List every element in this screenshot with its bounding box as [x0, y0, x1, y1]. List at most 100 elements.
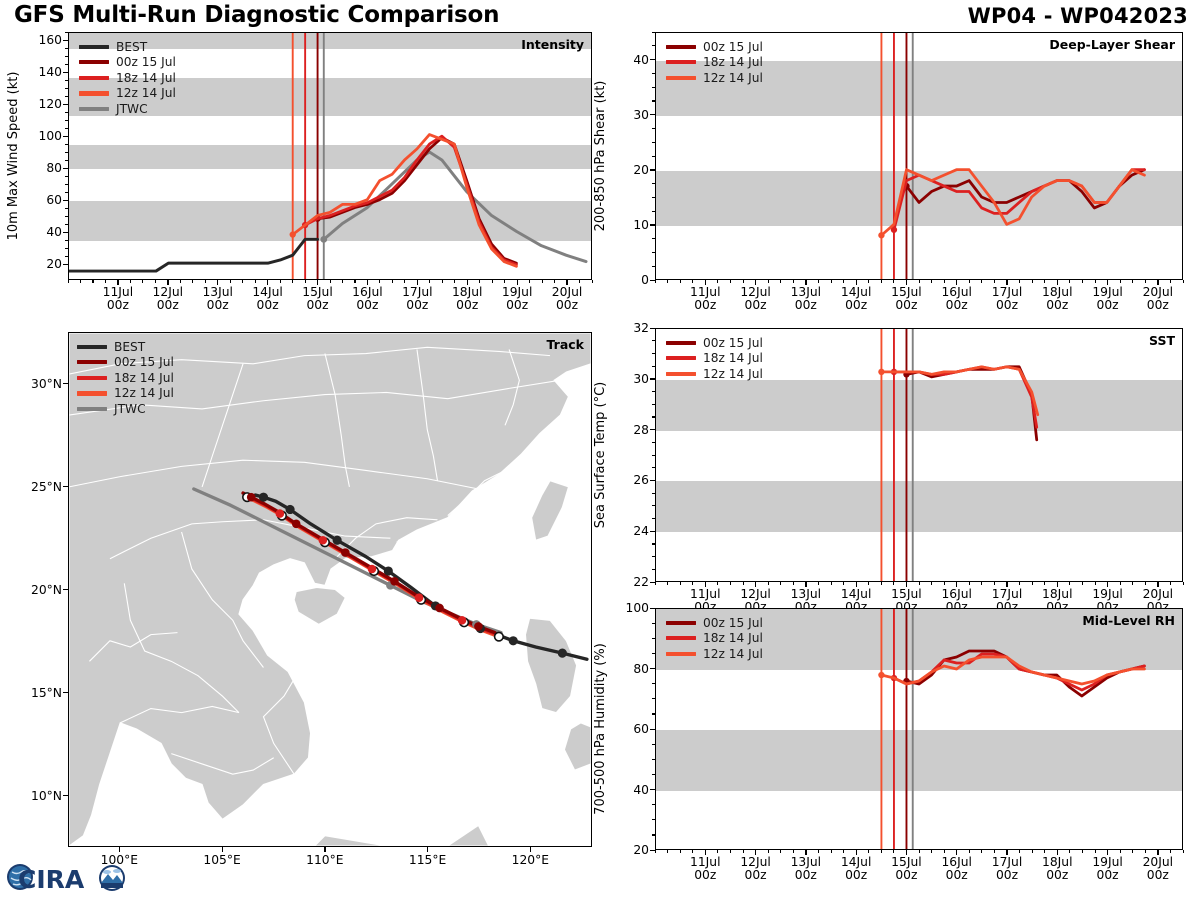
xtick-minor	[893, 582, 895, 585]
legend-item-00z-15-jul[interactable]: 00z 15 Jul	[77, 355, 174, 371]
xtick-minor	[1169, 582, 1172, 585]
legend-item-18z-14-jul[interactable]: 18z 14 Jul	[666, 55, 763, 71]
admin-border	[416, 349, 439, 481]
xtick-date: 15Jul	[891, 285, 922, 299]
legend-label: 12z 14 Jul	[116, 86, 176, 101]
xtick-minor	[391, 280, 393, 283]
rh-ytick: 20	[633, 843, 649, 857]
xtick-date: 16Jul	[352, 285, 383, 299]
track-legend: BEST 00z 15 Jul 18z 14 Jul 12z 14 Jul JTWC	[77, 339, 174, 417]
series-12z-14-jul	[880, 655, 1146, 686]
xtick-minor	[1044, 850, 1046, 853]
track-xtick: 100°E	[100, 853, 139, 867]
legend-item-00z-15-jul[interactable]: 00z 15 Jul	[666, 335, 763, 351]
xtick-minor	[742, 582, 744, 585]
legend-item-18z-14-jul[interactable]: 18z 14 Jul	[666, 351, 763, 367]
track-ytick: 15°N	[31, 685, 62, 700]
intensity-plot	[69, 33, 588, 279]
xtick-date: 18Jul	[1042, 855, 1073, 869]
xtick-minor	[1069, 582, 1071, 585]
xtick-minor	[968, 582, 970, 585]
legend-item-12z-14-jul[interactable]: 12z 14 Jul	[666, 70, 763, 86]
track-map	[69, 333, 591, 846]
ytick-minor	[65, 167, 68, 169]
track-panel[interactable]: Track BEST 00z 15 Jul 18z 14 Jul 12z 14 Jul J…	[68, 332, 592, 847]
admin-border	[447, 469, 506, 516]
xtick-minor	[968, 280, 970, 283]
xtick-minor	[354, 280, 356, 283]
legend-item-18z-14-jul[interactable]: 18z 14 Jul	[77, 370, 174, 386]
track-marker	[332, 535, 342, 545]
xtick-mark	[427, 847, 429, 852]
xtick-minor	[566, 280, 568, 283]
xtick-hour: 00z	[945, 298, 968, 313]
xtick-minor	[554, 280, 556, 283]
xtick-mark	[529, 847, 532, 852]
xtick-hour: 00z	[1146, 298, 1169, 313]
legend-item-12z-14-jul[interactable]: 12z 14 Jul	[77, 386, 174, 402]
xtick-minor	[1006, 850, 1008, 853]
xtick-date: 17Jul	[991, 855, 1023, 869]
xtick-minor	[667, 280, 669, 283]
xtick-minor	[1044, 280, 1046, 283]
xtick-minor	[1182, 850, 1184, 853]
legend-label: 18z 14 Jul	[703, 351, 763, 366]
xtick-minor	[792, 280, 794, 283]
ytick-minor	[652, 568, 655, 570]
ytick-minor	[65, 183, 68, 185]
legend-label: 00z 15 Jul	[116, 55, 176, 70]
ytick-minor	[652, 100, 655, 102]
xtick-date: 15Jul	[891, 587, 922, 601]
legend-item-jtwc[interactable]: JTWC	[77, 401, 174, 417]
legend-item-12z-14-jul[interactable]: 12z 14 Jul	[666, 646, 763, 662]
xtick-minor	[729, 582, 732, 585]
legend-item-00z-15-jul[interactable]: 00z 15 Jul	[79, 55, 176, 71]
shear-xtick: 14Jul 00z	[824, 285, 888, 313]
legend-item-18z-14-jul[interactable]: 18z 14 Jul	[79, 70, 176, 86]
ytick-minor	[65, 215, 68, 217]
xtick-minor	[329, 280, 331, 283]
xtick-minor	[217, 280, 219, 283]
series-jtwc	[322, 150, 588, 264]
xtick-minor	[767, 280, 769, 283]
track-marker	[318, 535, 328, 545]
xtick-minor	[868, 850, 870, 853]
ytick-minor	[65, 143, 68, 145]
legend-swatch	[79, 75, 109, 81]
xtick-minor	[491, 280, 493, 283]
legend-swatch	[79, 107, 109, 112]
legend-item-00z-15-jul[interactable]: 00z 15 Jul	[666, 615, 763, 631]
ytick-minor	[65, 111, 68, 113]
sst-ylabel: Sea Surface Temp (°C)	[593, 381, 608, 529]
ytick-mark	[63, 383, 68, 385]
track-marker	[414, 593, 424, 602]
series-12z-14-jul	[880, 365, 1040, 417]
xtick-minor	[767, 850, 769, 853]
legend-item-18z-14-jul[interactable]: 18z 14 Jul	[666, 631, 763, 647]
xtick-mark	[118, 847, 121, 852]
xtick-hour: 00z	[1096, 298, 1119, 313]
legend-item-best[interactable]: BEST	[77, 339, 174, 355]
xtick-minor	[1119, 582, 1121, 585]
ytick-minor	[652, 652, 655, 655]
xtick-date: 19Jul	[1092, 855, 1123, 869]
ytick-minor	[65, 199, 68, 201]
legend-item-00z-15-jul[interactable]: 00z 15 Jul	[666, 39, 763, 55]
xtick-hour: 00z	[156, 298, 179, 313]
ytick-minor	[652, 834, 655, 836]
xtick-minor	[1157, 280, 1159, 283]
xtick-hour: 00z	[845, 298, 868, 313]
track-marker	[390, 577, 399, 586]
xtick-minor	[92, 280, 94, 283]
xtick-date: 14Jul	[252, 285, 283, 299]
legend-item-12z-14-jul[interactable]: 12z 14 Jul	[666, 366, 763, 382]
ytick-minor	[652, 454, 655, 456]
xtick-date: 13Jul	[790, 587, 822, 601]
shear-xtick: 11Jul 00z	[673, 285, 737, 313]
legend-item-best[interactable]: BEST	[79, 39, 176, 55]
series-12z-14-jul	[880, 168, 1146, 237]
legend-item-12z-14-jul[interactable]: 12z 14 Jul	[79, 86, 176, 102]
shear-xtick: 19Jul 00z	[1076, 285, 1140, 313]
shaded-band	[656, 379, 1182, 431]
legend-item-jtwc[interactable]: JTWC	[79, 101, 176, 117]
